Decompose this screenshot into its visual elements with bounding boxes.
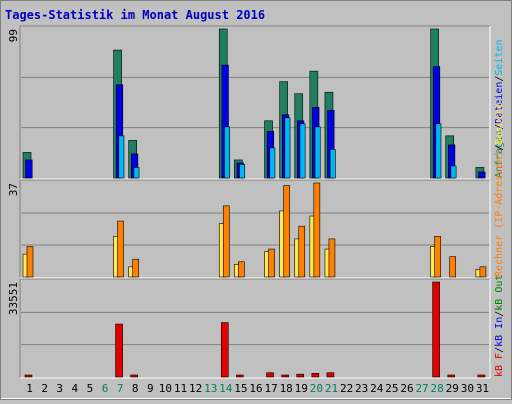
visits-bar-rechner-day-14 [222, 205, 230, 278]
x-tick-label: 28 [431, 382, 444, 395]
traffic-axis-label-part: / [494, 311, 505, 317]
traffic-bar-kb-day-15 [236, 374, 244, 378]
visits-bar-rechner-day-28 [434, 236, 441, 278]
traffic-bar-kb-day-20 [311, 373, 320, 378]
traffic-bar-kb-day-31 [477, 374, 486, 378]
x-tick-label: 22 [340, 382, 353, 395]
visits-bar-rechner-day-18 [283, 185, 290, 278]
chart-title: Tages-Statistik im Monat August 2016 [5, 8, 265, 22]
requests-bar-seiten-day-17 [269, 147, 276, 179]
traffic-bar-kb-day-8 [130, 374, 138, 378]
visits-bar-rechner-day-31 [479, 266, 487, 278]
requests-axis-label-part: Anfragen [494, 130, 505, 178]
x-tick-label: 3 [56, 382, 63, 395]
traffic-axis-label: kB F/kB In/kB Out [494, 275, 505, 377]
requests-axis-label-part: / [494, 76, 505, 82]
x-tick-label: 26 [400, 382, 413, 395]
x-tick-label: 30 [461, 382, 474, 395]
visits-axis-label-part: Besuche [494, 102, 505, 144]
visits-bar-rechner-day-15 [238, 261, 245, 278]
x-tick-label: 29 [446, 382, 459, 395]
x-tick-label: 31 [476, 382, 489, 395]
requests-bar-seiten-day-8 [133, 167, 140, 179]
visits-bar-rechner-day-20 [313, 182, 321, 278]
x-tick-label: 6 [102, 382, 109, 395]
x-tick-label: 5 [87, 382, 94, 395]
requests-axis-label: Anfragen/Dateien/Seiten [494, 39, 505, 178]
requests-bar-seiten-day-21 [329, 149, 336, 179]
requests-bar-seiten-day-20 [314, 126, 321, 179]
visits-bar-rechner-day-7 [117, 220, 124, 278]
requests-axis-label-part: / [494, 124, 505, 130]
traffic-bar-kb-day-28 [432, 281, 440, 378]
x-tick-label: 2 [41, 382, 48, 395]
visits-bar-rechner-day-1 [26, 246, 34, 278]
requests-bar-dateien-day-31 [478, 171, 486, 179]
visits-bar-rechner-day-8 [132, 258, 139, 278]
x-tick-label: 10 [159, 382, 172, 395]
traffic-axis-label-part: kB In [494, 317, 505, 347]
x-tick-label: 15 [234, 382, 247, 395]
requests-axis-label-part: Seiten [494, 39, 505, 75]
x-tick-label: 19 [295, 382, 308, 395]
requests-axis-label-part: Dateien [494, 82, 505, 124]
x-tick-label: 13 [204, 382, 217, 395]
visits-bar-rechner-day-17 [268, 248, 275, 278]
traffic-bar-kb-day-7 [115, 323, 123, 378]
requests-bar-seiten-day-15 [239, 164, 246, 179]
traffic-bar-kb-day-19 [296, 373, 305, 378]
traffic-bar-kb-day-18 [281, 374, 289, 378]
x-tick-label: 27 [415, 382, 428, 395]
visits-bar-rechner-day-19 [298, 225, 306, 278]
x-tick-label: 11 [174, 382, 187, 395]
x-tick-label: 17 [264, 382, 277, 395]
x-tick-label: 9 [147, 382, 154, 395]
requests-bar-seiten-day-14 [224, 126, 230, 179]
traffic-bar-kb-day-21 [326, 372, 335, 378]
traffic-axis-label-part: / [494, 347, 505, 353]
traffic-bar-kb-day-29 [447, 374, 456, 378]
traffic-bar-kb-day-14 [220, 322, 229, 378]
visits-bar-rechner-day-29 [449, 256, 457, 278]
x-tick-label: 1 [26, 382, 33, 395]
requests-bar-dateien-day-1 [25, 159, 33, 179]
visits-axis-label-part: Rechner (IP-Adressen) [494, 151, 505, 277]
requests-max-label: 99 [7, 29, 20, 42]
x-tick-label: 4 [72, 382, 79, 395]
visits-bar-rechner-day-21 [328, 238, 336, 278]
x-tick-label: 24 [370, 382, 384, 395]
traffic-bar-kb-day-1 [24, 374, 33, 378]
requests-bar-seiten-day-28 [435, 123, 442, 179]
x-tick-label: 18 [280, 382, 293, 395]
traffic-max-label: 33551 [7, 282, 20, 315]
x-tick-label: 7 [117, 382, 124, 395]
traffic-bar-kb-day-17 [266, 372, 274, 378]
requests-bar-seiten-day-18 [284, 117, 291, 179]
x-tick-label: 8 [132, 382, 139, 395]
visits-axis-label-part: / [494, 145, 505, 151]
x-tick-label: 25 [385, 382, 398, 395]
requests-bar-seiten-day-29 [450, 165, 457, 179]
x-tick-label: 20 [310, 382, 323, 395]
traffic-axis-label-part: kB F [494, 353, 505, 377]
x-tick-label: 12 [189, 382, 202, 395]
requests-bar-seiten-day-7 [118, 135, 125, 179]
requests-bar-seiten-day-19 [299, 123, 306, 179]
x-tick-label: 23 [355, 382, 368, 395]
x-tick-label: 16 [249, 382, 262, 395]
visits-max-label: 37 [7, 183, 20, 196]
x-tick-label: 21 [325, 382, 338, 395]
x-tick-label: 14 [219, 382, 233, 395]
traffic-axis-label-part: kB Out [494, 275, 505, 311]
visits-axis-label: Rechner (IP-Adressen)/Besuche [494, 102, 505, 277]
